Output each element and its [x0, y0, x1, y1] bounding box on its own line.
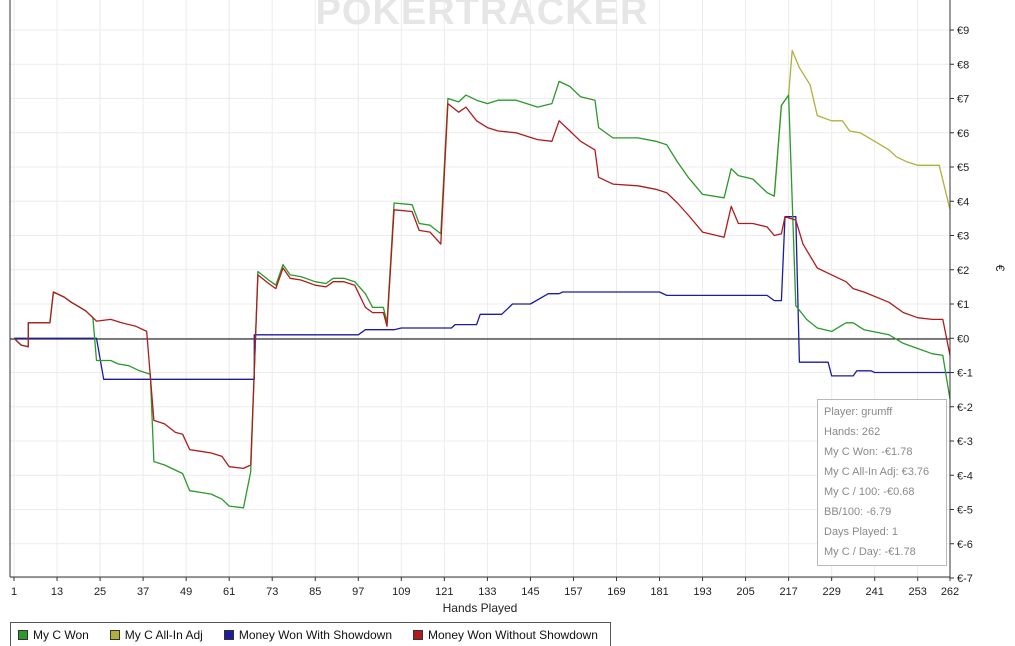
legend-item: Money Won With Showdown — [223, 627, 393, 642]
y-tick-label: €-5 — [957, 505, 973, 517]
stat-hands: Hands: 262 — [824, 426, 881, 438]
x-tick-label: 73 — [266, 586, 278, 598]
x-tick-label: 37 — [137, 586, 149, 598]
legend-swatch — [109, 629, 120, 640]
legend-item: My C Won — [18, 628, 89, 642]
y-tick-label: €0 — [957, 333, 969, 345]
stat-player: Player: grumff — [824, 406, 893, 418]
stat-won: My C Won: -€1.78 — [824, 446, 913, 458]
player-stats-tooltip: Player: grumff Hands: 262 My C Won: -€1.… — [817, 399, 947, 566]
x-tick-label: 49 — [180, 586, 192, 598]
y-tick-label: €9 — [957, 25, 969, 37]
x-tick-label: 157 — [564, 586, 582, 598]
y-tick-label: €7 — [957, 94, 969, 106]
x-axis-title: Hands Played — [443, 601, 518, 615]
grid-lines — [10, 0, 951, 579]
y-tick-label: €-2 — [957, 402, 973, 414]
legend-swatch — [413, 629, 424, 640]
y-tick-label: €-3 — [957, 436, 973, 448]
x-tick-label: 217 — [779, 586, 797, 598]
y-tick-label: €8 — [957, 59, 969, 71]
x-tick-label: 13 — [51, 586, 63, 598]
stat-all-in-adj: My C All-In Adj: €3.76 — [824, 466, 930, 478]
x-tick-label: 25 — [94, 586, 106, 598]
stat-per-day: My C / Day: -€1.78 — [824, 546, 916, 558]
y-axis-ticks: €9 €8 €7 €6 €5 €4 €3 €2 €1 €0 €-1 €-2 €-3 €-4 €-5 €-6 €-… — [950, 25, 973, 585]
y-tick-label: €-4 — [957, 470, 973, 482]
y-tick-label: €3 — [957, 231, 969, 243]
y-axis-title: € — [993, 265, 1007, 272]
y-tick-label: €-6 — [957, 539, 973, 551]
x-tick-label: 169 — [607, 586, 625, 598]
x-axis-ticks: 1 13 25 37 49 61 73 85 97 109 121 133 145 157 169 181 19… — [11, 577, 959, 598]
x-tick-label: 121 — [435, 586, 453, 598]
x-tick-label: 262 — [941, 586, 959, 598]
chart-legend: My C Won My C All-In Adj Money Won With Sh… — [10, 622, 611, 646]
x-tick-label: 85 — [309, 586, 321, 598]
legend-swatch — [18, 629, 28, 640]
y-tick-label: €5 — [957, 162, 969, 174]
series-line-money-won-without-showdown — [13, 102, 951, 470]
y-tick-label: €4 — [957, 196, 969, 208]
y-tick-label: €-7 — [957, 573, 973, 585]
legend-label: Money Won With Showdown — [238, 627, 393, 642]
x-tick-label: 205 — [736, 586, 754, 598]
stat-days-played: Days Played: 1 — [824, 526, 898, 538]
x-tick-label: 1 — [11, 586, 17, 598]
x-tick-label: 241 — [866, 586, 884, 598]
legend-swatch — [223, 629, 234, 640]
legend-label: My C Won — [33, 627, 89, 642]
watermark-logo: POKERTRACKER — [316, 0, 649, 33]
x-tick-label: 193 — [693, 586, 711, 598]
legend-label: My C All-In Adj — [124, 627, 203, 642]
plot-background — [10, 0, 950, 577]
x-tick-label: 181 — [650, 586, 668, 598]
x-tick-label: 109 — [392, 586, 410, 598]
series-line-my-c-all-in-adj — [773, 49, 951, 210]
series-lines — [13, 49, 951, 509]
x-tick-label: 133 — [478, 586, 496, 598]
y-tick-label: €1 — [957, 299, 969, 311]
legend-label: Money Won Without Showdown — [428, 627, 598, 642]
y-tick-label: €-1 — [957, 368, 973, 380]
y-tick-label: €2 — [957, 265, 969, 277]
series-line-money-won-with-showdown — [14, 216, 950, 380]
legend-item: My C All-In Adj — [109, 627, 203, 642]
y-tick-label: €6 — [957, 128, 969, 140]
x-tick-label: 61 — [223, 586, 235, 598]
x-tick-label: 229 — [822, 586, 840, 598]
x-tick-label: 145 — [521, 586, 539, 598]
x-tick-label: 97 — [352, 586, 364, 598]
legend-item: Money Won Without Showdown — [413, 628, 598, 642]
x-tick-label: 253 — [909, 586, 927, 598]
stat-bb-100: BB/100: -6.79 — [824, 506, 892, 518]
stat-per-100: My C / 100: -€0.68 — [824, 486, 915, 498]
